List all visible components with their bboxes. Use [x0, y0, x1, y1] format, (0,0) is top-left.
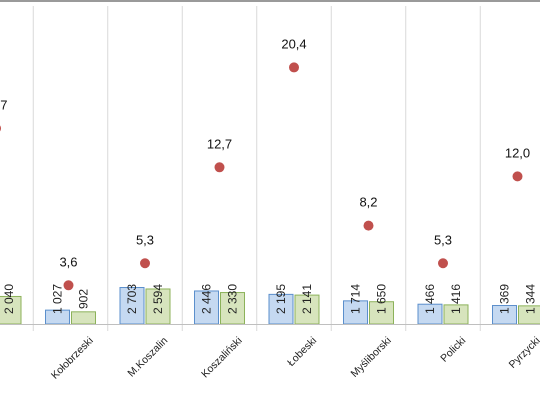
rate-point: [215, 162, 225, 172]
bar-data-label: 2 446: [200, 284, 214, 314]
rate-point: [364, 221, 374, 231]
x-tick-label: Kołobrzeski: [49, 335, 96, 382]
bar-data-label: 2 141: [300, 284, 314, 314]
rate-point: [0, 123, 1, 133]
x-tick-label: Koszaliński: [199, 335, 245, 381]
rate-data-label: 20,4: [281, 36, 306, 51]
bar-data-label: 1 714: [349, 284, 363, 314]
rate-point: [289, 62, 299, 72]
x-tick-label: Myśliborski: [349, 335, 394, 380]
bar-data-label: 1 416: [449, 284, 463, 314]
bar-data-label: 1 369: [498, 284, 512, 314]
rate-data-label: 12,0: [505, 145, 530, 160]
rate-point: [513, 171, 523, 181]
rate-data-label: ,7: [0, 97, 7, 112]
bar-data-label: 2 195: [274, 284, 288, 314]
rate-data-label: 5,3: [136, 232, 154, 247]
bar-data-label: 1 466: [423, 284, 437, 314]
rate-data-label: 3,6: [59, 254, 77, 269]
bar-data-label: 902: [77, 289, 91, 309]
bar-data-label: 2 040: [2, 284, 16, 314]
bar-data-label: 1 344: [524, 284, 538, 314]
x-tick-label: Łobeski: [285, 335, 319, 369]
bar-data-label: 2 594: [151, 284, 165, 314]
bar: [72, 312, 96, 324]
rate-point: [140, 258, 150, 268]
bar-data-label: 1 650: [375, 284, 389, 314]
rate-point: [64, 280, 74, 290]
rate-point: [438, 258, 448, 268]
x-tick-label: M.Koszalin: [125, 335, 170, 380]
x-tick-label: Policki: [438, 335, 468, 365]
rate-data-label: 8,2: [359, 195, 377, 210]
x-tick-label: Pyrzycki: [507, 335, 540, 371]
rate-data-label: 12,7: [207, 136, 232, 151]
rate-data-label: 5,3: [434, 232, 452, 247]
bar-data-label: 1 027: [51, 284, 65, 314]
bar-data-label: 2 703: [125, 284, 139, 314]
bar-data-label: 2 330: [226, 284, 240, 314]
